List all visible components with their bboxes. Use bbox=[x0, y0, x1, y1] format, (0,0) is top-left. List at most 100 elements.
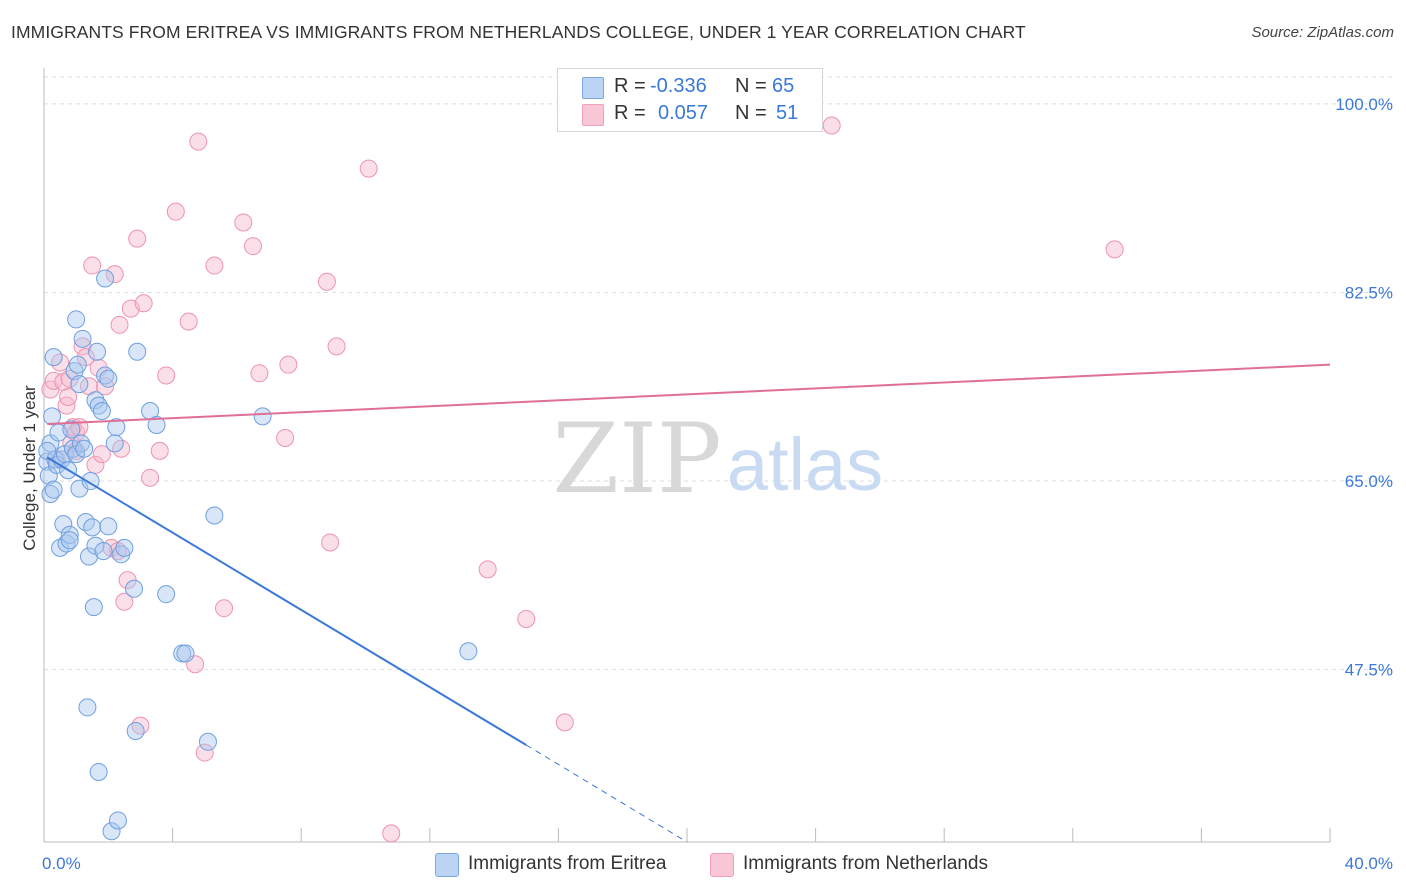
eritrea-point bbox=[94, 542, 113, 561]
eritrea-point bbox=[44, 480, 63, 499]
bottom-legend-swatch-netherlands bbox=[710, 853, 734, 877]
eritrea-point bbox=[67, 310, 86, 329]
legend-n-value: 65 bbox=[772, 75, 795, 97]
eritrea-point bbox=[92, 402, 111, 421]
eritrea-point bbox=[89, 396, 108, 415]
netherlands-point bbox=[234, 213, 253, 232]
eritrea-point bbox=[126, 722, 145, 741]
netherlands-point bbox=[250, 364, 269, 383]
netherlands-point bbox=[105, 265, 124, 284]
netherlands-point bbox=[327, 337, 346, 356]
eritrea-point bbox=[60, 531, 79, 550]
eritrea-point bbox=[102, 822, 121, 841]
eritrea-point bbox=[105, 434, 124, 453]
eritrea-point bbox=[107, 418, 126, 437]
legend-r-value: -0.336 bbox=[650, 75, 707, 97]
netherlands-point bbox=[279, 355, 298, 374]
netherlands-point bbox=[822, 116, 841, 135]
chart-title: IMMIGRANTS FROM ERITREA VS IMMIGRANTS FR… bbox=[11, 22, 1026, 42]
netherlands-point bbox=[128, 229, 147, 248]
y-tick-label: 47.5% bbox=[1345, 661, 1393, 680]
netherlands-point bbox=[189, 132, 208, 151]
eritrea-point bbox=[198, 732, 217, 751]
legend-r-label: R = bbox=[614, 75, 646, 97]
eritrea-trend-extension bbox=[525, 744, 688, 843]
bottom-legend-swatch-eritrea bbox=[435, 853, 459, 877]
zipatlas-watermark: ZIP atlas bbox=[552, 403, 883, 515]
netherlands-point bbox=[134, 294, 153, 313]
y-tick-label: 65.0% bbox=[1345, 472, 1393, 491]
netherlands-point bbox=[359, 159, 378, 178]
x-tick-label: 0.0% bbox=[42, 854, 81, 873]
eritrea-point bbox=[43, 407, 62, 426]
netherlands-point bbox=[157, 366, 176, 385]
legend-swatch-netherlands bbox=[582, 104, 604, 126]
grid-lines bbox=[44, 76, 1394, 671]
eritrea-point bbox=[54, 515, 73, 534]
eritrea-point bbox=[205, 506, 224, 525]
netherlands-point bbox=[276, 428, 295, 447]
netherlands-point bbox=[555, 713, 574, 732]
netherlands-point bbox=[205, 256, 224, 275]
eritrea-point bbox=[75, 439, 94, 458]
netherlands-point bbox=[44, 371, 63, 390]
netherlands-point bbox=[115, 592, 134, 611]
eritrea-point bbox=[176, 644, 195, 663]
netherlands-point bbox=[382, 824, 401, 843]
netherlands-point bbox=[110, 315, 129, 334]
eritrea-point bbox=[99, 517, 118, 536]
eritrea-point bbox=[157, 585, 176, 604]
legend-r-value: 0.057 bbox=[658, 102, 709, 124]
eritrea-point bbox=[60, 525, 79, 544]
eritrea-point bbox=[62, 420, 81, 439]
eritrea-point bbox=[99, 369, 118, 388]
eritrea-point bbox=[70, 375, 89, 394]
netherlands-point bbox=[195, 743, 214, 762]
bottom-legend-label-eritrea: Immigrants from Eritrea bbox=[468, 853, 667, 874]
eritrea-point bbox=[38, 441, 57, 460]
legend-n-label: N = bbox=[735, 102, 767, 124]
netherlands-point bbox=[83, 256, 102, 275]
series-netherlands-points bbox=[41, 116, 1124, 843]
eritrea-point bbox=[459, 642, 478, 661]
eritrea-point bbox=[86, 391, 105, 410]
correlation-legend: R = -0.336 N = 65 R = 0.057 N = 51 bbox=[557, 68, 823, 132]
eritrea-point bbox=[78, 698, 97, 717]
legend-n-label: N = bbox=[735, 75, 767, 97]
netherlands-point bbox=[59, 388, 78, 407]
tick-labels: 100.0% 82.5% 65.0% 47.5% 0.0% 40.0% bbox=[42, 95, 1393, 873]
eritrea-point bbox=[84, 598, 103, 617]
legend-r-label: R = bbox=[614, 102, 646, 124]
chart-source: Source: ZipAtlas.com bbox=[1251, 24, 1394, 41]
netherlands-point bbox=[92, 445, 111, 464]
eritrea-point bbox=[125, 579, 144, 598]
eritrea-point bbox=[115, 538, 134, 557]
netherlands-point bbox=[131, 716, 150, 735]
netherlands-point bbox=[478, 560, 497, 579]
netherlands-point bbox=[86, 455, 105, 474]
eritrea-point bbox=[147, 416, 166, 435]
eritrea-point bbox=[96, 366, 115, 385]
y-tick-label: 100.0% bbox=[1335, 95, 1393, 114]
trend-lines bbox=[46, 363, 1331, 843]
netherlands-point bbox=[317, 272, 336, 291]
netherlands-point bbox=[215, 599, 234, 618]
netherlands-point bbox=[321, 533, 340, 552]
watermark-atlas: atlas bbox=[727, 423, 883, 506]
x-tick-label: 40.0% bbox=[1345, 854, 1393, 873]
eritrea-point bbox=[253, 407, 272, 426]
y-axis-label: College, Under 1 year bbox=[20, 385, 39, 551]
watermark-zip: ZIP bbox=[552, 403, 721, 515]
legend-n-value: 51 bbox=[776, 102, 799, 124]
eritrea-point bbox=[88, 342, 107, 361]
series-eritrea-points bbox=[38, 269, 478, 841]
eritrea-point bbox=[108, 811, 127, 830]
eritrea-point bbox=[73, 329, 92, 348]
eritrea-point bbox=[83, 518, 102, 537]
eritrea-trend-line bbox=[46, 456, 527, 746]
legend-swatch-eritrea bbox=[582, 77, 604, 99]
netherlands-point bbox=[179, 312, 198, 331]
eritrea-point bbox=[44, 348, 63, 367]
netherlands-point bbox=[243, 237, 262, 256]
